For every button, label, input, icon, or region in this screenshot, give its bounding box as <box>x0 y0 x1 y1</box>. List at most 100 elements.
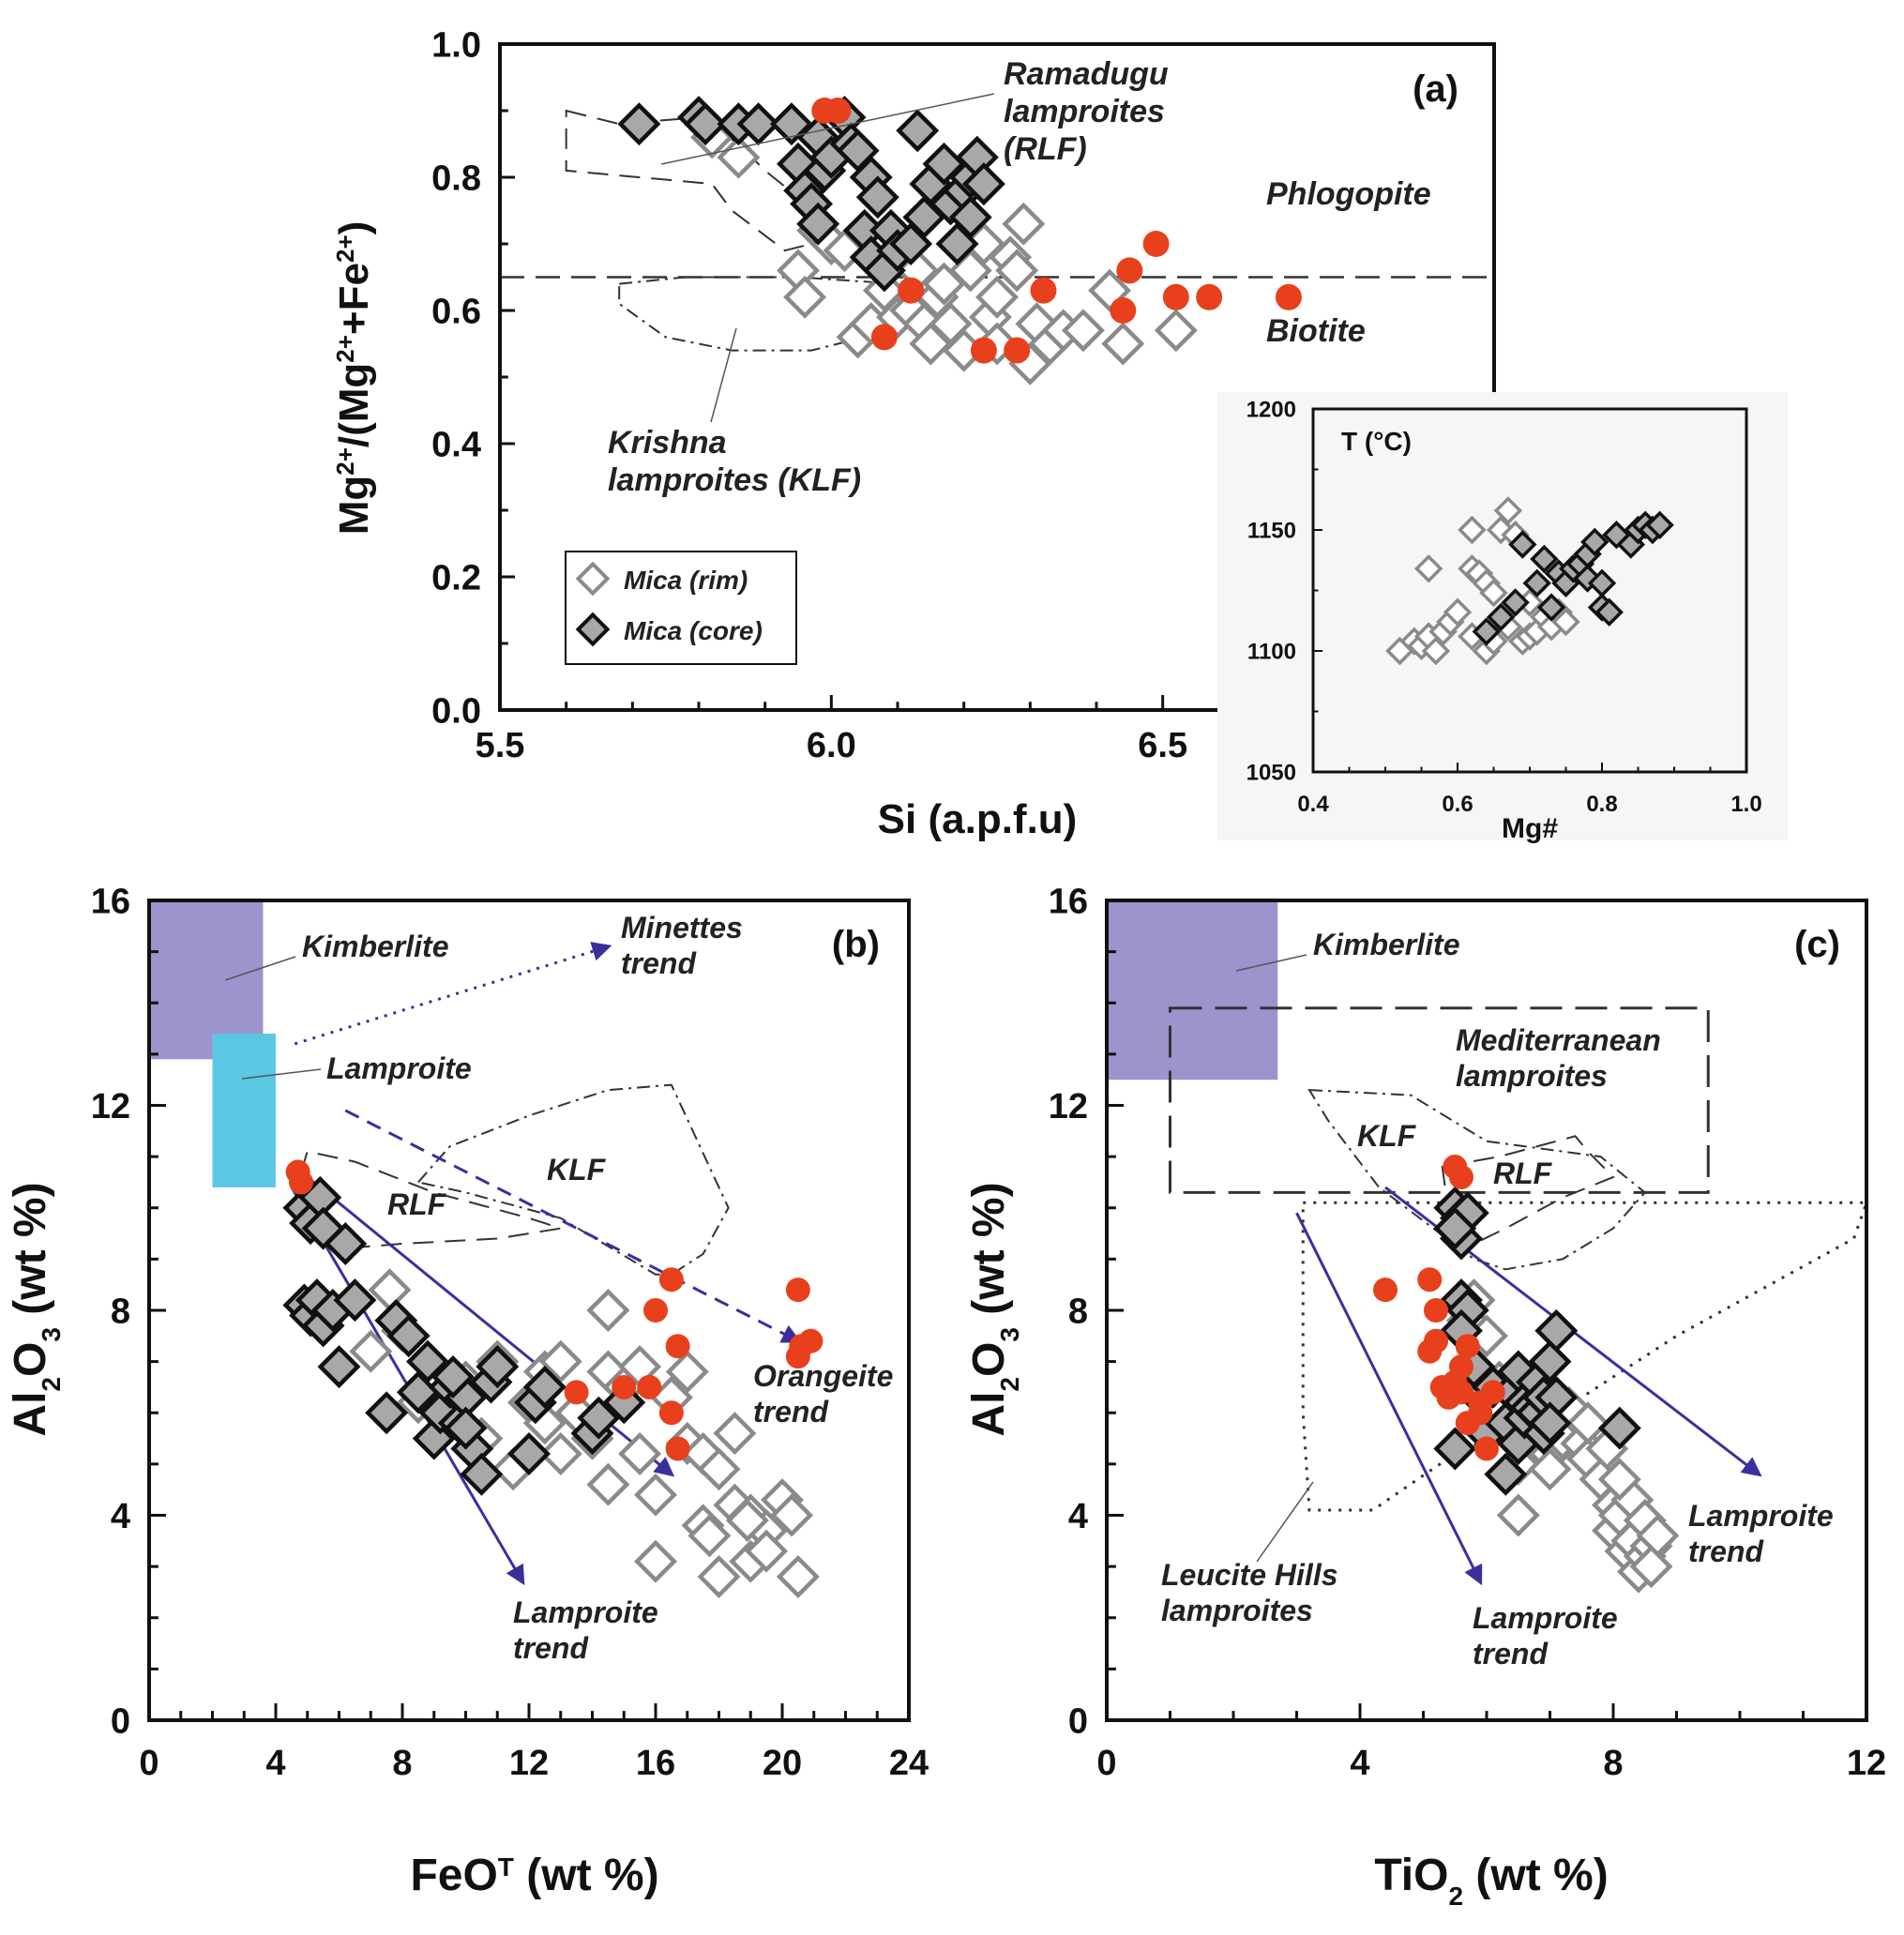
b-lamproite-leader <box>241 1068 322 1080</box>
c-fields <box>1107 900 1869 1586</box>
a-y-title-part-fe: +Fe <box>331 263 377 335</box>
c-y-tick-label-4: 16 <box>1049 883 1088 922</box>
b-y-axis-title: Al2O3 (wt %) <box>6 1182 66 1436</box>
c-kimberlite-leader <box>1235 954 1307 972</box>
c-core-point <box>1597 1406 1641 1450</box>
b-rim-point <box>745 1529 789 1573</box>
a-label-biotite: Biotite <box>1266 313 1366 349</box>
c-leucite-leader <box>1256 1481 1314 1563</box>
b-kimberlite-leader <box>224 956 296 981</box>
b-core-point <box>431 1355 475 1398</box>
inset-rim-point <box>1515 588 1545 617</box>
b-rim-point <box>618 1432 662 1475</box>
inset-rim-point <box>1413 554 1443 583</box>
inset-core-point <box>1536 593 1566 622</box>
a-rim-point <box>942 328 986 372</box>
b-label-orangeite-line2: trend <box>753 1395 829 1429</box>
a-rim-point <box>1154 309 1198 353</box>
a-y-title-sup3: 2+ <box>331 234 359 263</box>
c-rim-point <box>1597 1458 1641 1502</box>
b-red-point <box>637 1374 662 1399</box>
b-label-minettes-line1: Minettes <box>621 911 743 945</box>
c-label-klf: KLF <box>1357 1119 1417 1153</box>
b-red-point <box>658 1400 684 1426</box>
b-x-tick-label-3: 12 <box>509 1744 549 1783</box>
c-x-tick-label-0: 0 <box>1096 1744 1116 1783</box>
inset-rim-point <box>1443 597 1473 627</box>
c-core-point <box>1534 1308 1579 1353</box>
c-y-axis-title: Al2O3 (wt %) <box>964 1182 1024 1436</box>
a-core-point <box>855 175 899 219</box>
b-label-klf: KLF <box>547 1153 607 1187</box>
b-core-point <box>444 1406 488 1450</box>
a-label-phlogopite: Phlogopite <box>1266 176 1431 212</box>
c-core-point <box>1484 1452 1528 1496</box>
b-y-tick-label-3: 12 <box>91 1087 130 1126</box>
a-y-title-part-mg1: Mg <box>331 476 377 536</box>
b-x-tick-label-6: 24 <box>889 1744 929 1783</box>
c-label-kimberlite: Kimberlite <box>1313 928 1459 961</box>
a-red-point <box>1004 337 1031 364</box>
a-legend-rim-marker <box>575 561 611 597</box>
a-y-tick-label-2: 0.4 <box>431 426 481 465</box>
b-kimberlite-field <box>149 900 264 1060</box>
inset-core-point <box>1580 527 1609 557</box>
b-rim-point <box>538 1339 582 1383</box>
a-red-point <box>970 337 997 364</box>
a-red-point <box>824 98 852 124</box>
b-red-point <box>665 1334 690 1359</box>
b-trend-arrow-2 <box>344 1109 802 1343</box>
a-red-point <box>1142 231 1170 257</box>
a-y-title-part-mg2: /(Mg <box>331 363 377 447</box>
a-label-rlf-line2: lamproites <box>1004 94 1165 129</box>
b-rim-point <box>586 1289 630 1332</box>
b-y-tick-label-1: 4 <box>111 1497 130 1536</box>
inset-rim-point <box>1458 515 1487 545</box>
c-core-point <box>1528 1339 1572 1383</box>
b-x-title-unit: (wt %) <box>514 1851 659 1900</box>
a-y-tick-label-3: 0.6 <box>431 293 481 332</box>
a-label-klf-line2: lamproites (KLF) <box>608 462 861 498</box>
b-label-lamproite-trend-line2: trend <box>513 1631 589 1665</box>
c-label-mediterranean-line2: lamproites <box>1456 1059 1608 1093</box>
c-rim-point <box>1528 1447 1572 1491</box>
c-label-leucite-line1: Leucite Hills <box>1161 1558 1338 1592</box>
c-trend-arrow-0 <box>1295 1212 1483 1586</box>
b-y-tick-label-2: 8 <box>111 1293 130 1332</box>
a-red-point <box>1116 257 1143 284</box>
b-rim-point <box>665 1350 709 1394</box>
b-rim-point <box>634 1473 677 1517</box>
a-panel-label: (a) <box>1413 68 1458 110</box>
panel-c: 0 4 8 12 0 4 8 12 16 (c) Kimberlite Mediterranea… <box>964 883 1886 1911</box>
b-x-tick-label-0: 0 <box>139 1744 159 1783</box>
inset-rim-point <box>1479 578 1508 608</box>
inset-x-tick-label-0: 0.4 <box>1297 792 1329 817</box>
b-core-point <box>324 1222 368 1265</box>
c-red-point <box>1373 1277 1398 1303</box>
a-y-tick-label-0: 0.0 <box>431 692 481 732</box>
b-red-point <box>665 1436 690 1461</box>
a-core-point <box>684 102 728 146</box>
a-core-point <box>796 202 840 246</box>
b-rim-point <box>349 1329 393 1373</box>
c-label-lamproite-trend2-line2: trend <box>1688 1534 1764 1568</box>
a-legend-core-marker <box>575 612 611 647</box>
inset-x-tick-label-3: 1.0 <box>1730 792 1761 817</box>
b-rim-point <box>697 1555 741 1598</box>
c-rim-point <box>1636 1514 1680 1558</box>
c-core-point <box>1433 1427 1477 1471</box>
b-red-point <box>785 1277 810 1303</box>
b-x-tick-label-4: 16 <box>636 1744 675 1783</box>
b-rim-point <box>634 1539 677 1583</box>
b-panel-label: (b) <box>832 924 880 965</box>
a-y-tick-label-1: 0.2 <box>431 559 481 598</box>
b-ticks: 0 4 8 12 16 20 24 0 4 8 12 16 <box>91 883 929 1783</box>
a-label-rlf-line1: Ramadugu <box>1004 56 1169 92</box>
c-core-point <box>1528 1401 1572 1445</box>
inset-y-tick-label-0: 1050 <box>1247 761 1296 786</box>
b-label-kimberlite: Kimberlite <box>302 930 448 963</box>
a-core-point <box>736 102 780 146</box>
c-red-point <box>1449 1164 1473 1189</box>
c-red-point <box>1474 1436 1499 1461</box>
b-x-tick-label-5: 20 <box>763 1744 802 1783</box>
